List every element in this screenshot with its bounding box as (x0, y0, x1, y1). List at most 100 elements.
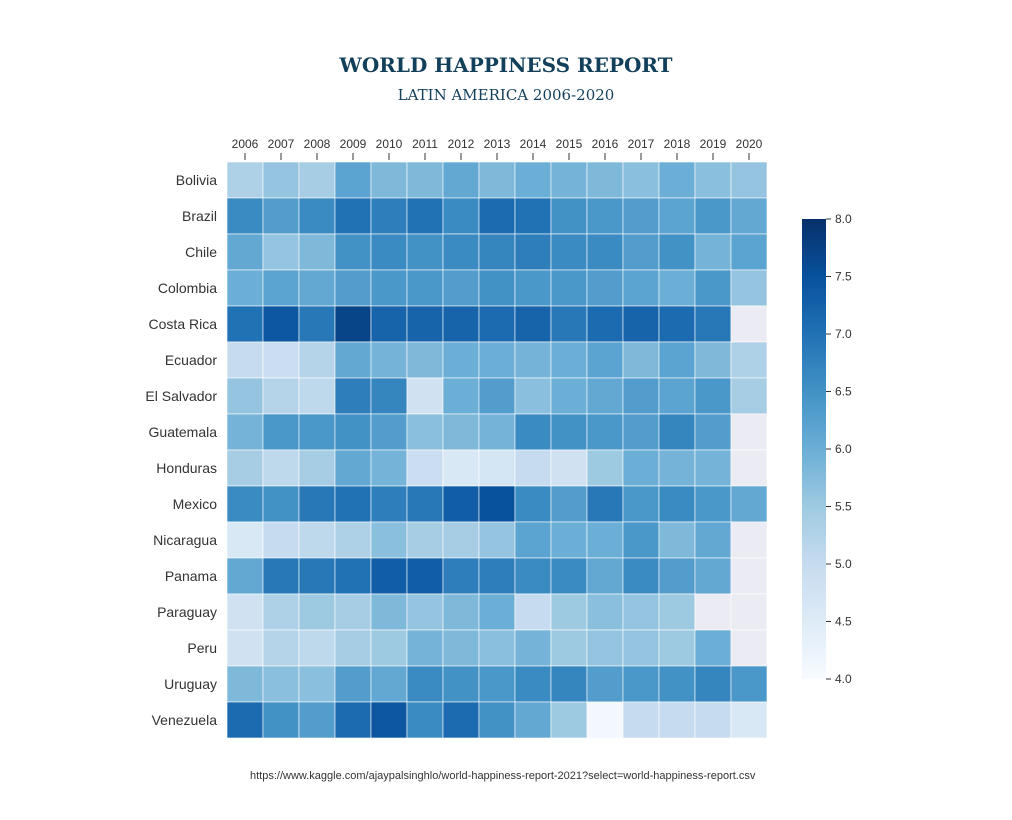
heatmap-cell (514, 557, 552, 595)
heatmap-cell (334, 629, 372, 667)
heatmap-cell (478, 557, 516, 595)
heatmap-cell (658, 377, 696, 415)
heatmap-cell (406, 341, 444, 379)
heatmap-cell (586, 413, 624, 451)
heatmap-cell (298, 557, 336, 595)
y-tick-label: Chile (185, 244, 217, 260)
heatmap-cell (586, 629, 624, 667)
heatmap-cell (298, 701, 336, 739)
heatmap-cell (730, 197, 768, 235)
heatmap-cell (514, 161, 552, 199)
heatmap-cell (442, 341, 480, 379)
heatmap-cell (550, 197, 588, 235)
heatmap-cell (334, 593, 372, 631)
heatmap-cell (262, 449, 300, 487)
heatmap-cell (262, 161, 300, 199)
heatmap-cell (586, 521, 624, 559)
heatmap-cell (514, 485, 552, 523)
heatmap-cell (622, 557, 660, 595)
source-link[interactable]: https://www.kaggle.com/ajaypalsinghlo/wo… (250, 770, 756, 782)
heatmap-cell (334, 377, 372, 415)
heatmap-cell (442, 377, 480, 415)
heatmap-cell (478, 269, 516, 307)
heatmap-cell (478, 629, 516, 667)
heatmap-cell (370, 269, 408, 307)
x-tick-label: 2013 (484, 137, 511, 151)
heatmap-cell (298, 161, 336, 199)
heatmap-cell (694, 449, 732, 487)
heatmap-cell (694, 593, 732, 631)
colorbar-tick-label: 4.5 (835, 615, 852, 629)
heatmap-cell (658, 269, 696, 307)
heatmap-cell (658, 485, 696, 523)
heatmap-cell (586, 197, 624, 235)
y-tick-label: Venezuela (152, 712, 218, 728)
heatmap-cell (226, 593, 264, 631)
y-tick-label: Honduras (156, 460, 217, 476)
heatmap-cell (586, 665, 624, 703)
heatmap-cell (658, 161, 696, 199)
heatmap-cell (370, 701, 408, 739)
heatmap-cell (550, 521, 588, 559)
heatmap-cell (226, 377, 264, 415)
heatmap-cell (658, 197, 696, 235)
heatmap-cell (586, 341, 624, 379)
heatmap-cell (694, 305, 732, 343)
heatmap-cell (262, 521, 300, 559)
heatmap-cell (586, 485, 624, 523)
heatmap-cell (730, 269, 768, 307)
heatmap-cell (370, 377, 408, 415)
heatmap-cell (334, 269, 372, 307)
heatmap-cell (586, 557, 624, 595)
colorbar-tick-label: 7.5 (835, 270, 852, 284)
heatmap-cell (514, 341, 552, 379)
heatmap-cell (586, 233, 624, 271)
heatmap-cell (370, 629, 408, 667)
heatmap-cell (262, 557, 300, 595)
x-axis-labels: 2006 2007 2008 2009 2010 2011 2012 2013 2014 2015… (232, 137, 763, 160)
heatmap-cell (370, 593, 408, 631)
heatmap-cell (730, 161, 768, 199)
heatmap-cell (262, 413, 300, 451)
heatmap-cell (658, 629, 696, 667)
heatmap-cell (370, 341, 408, 379)
heatmap-cell (694, 233, 732, 271)
heatmap-cell (334, 413, 372, 451)
heatmap-cell (478, 197, 516, 235)
heatmap-cell (478, 485, 516, 523)
heatmap-cell (334, 161, 372, 199)
heatmap-cell (262, 269, 300, 307)
heatmap-cell (586, 449, 624, 487)
heatmap-cell (226, 341, 264, 379)
heatmap-cell (442, 449, 480, 487)
heatmap-cell (334, 233, 372, 271)
heatmap-cell (550, 701, 588, 739)
heatmap-cell (622, 665, 660, 703)
x-tick-label: 2010 (376, 137, 403, 151)
heatmap-cell (730, 413, 768, 451)
heatmap-cell (298, 593, 336, 631)
heatmap-cell (622, 197, 660, 235)
heatmap-cell (622, 485, 660, 523)
heatmap-cell (298, 449, 336, 487)
heatmap-cell (370, 521, 408, 559)
heatmap-cell (298, 197, 336, 235)
y-tick-label: Uruguay (164, 676, 217, 692)
heatmap-cell (226, 269, 264, 307)
y-tick-label: Nicaragua (153, 532, 217, 548)
heatmap-cell (442, 521, 480, 559)
heatmap-cell (226, 701, 264, 739)
heatmap-cell (262, 629, 300, 667)
heatmap-cell (550, 377, 588, 415)
heatmap-cell (694, 269, 732, 307)
heatmap-cell (478, 413, 516, 451)
y-axis-labels: Bolivia Brazil Chile Colombia Costa Rica Ecua… (145, 172, 217, 728)
heatmap-cell (370, 665, 408, 703)
heatmap-cell (658, 305, 696, 343)
heatmap-cell (226, 233, 264, 271)
heatmap-cell (622, 629, 660, 667)
y-tick-label: Ecuador (165, 352, 217, 368)
heatmap-cell (586, 161, 624, 199)
heatmap-cell (730, 305, 768, 343)
heatmap-cell (694, 413, 732, 451)
